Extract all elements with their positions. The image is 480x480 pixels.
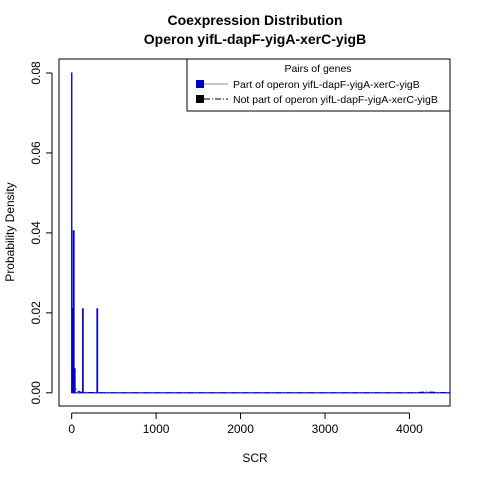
y-tick-label: 0.04 [29,221,43,245]
chart-subtitle: Operon yifL-dapF-yigA-xerC-yigB [144,31,366,47]
x-tick-label: 0 [68,422,75,436]
x-tick-label: 3000 [312,422,339,436]
y-axis-label: Probability Density [3,182,17,281]
x-axis: 0 1000 2000 3000 4000 [68,412,423,436]
legend-label-part: Part of operon yifL-dapF-yigA-xerC-yigB [233,79,420,91]
x-axis-label: SCR [242,451,268,465]
y-tick-label: 0.00 [29,381,43,405]
chart-title: Coexpression Distribution [167,12,342,28]
y-tick-label: 0.08 [29,61,43,85]
legend-label-not-part: Not part of operon yifL-dapF-yigA-xerC-y… [233,94,438,106]
legend: Pairs of genes Part of operon yifL-dapF-… [186,58,451,112]
series-line-not-part-of-operon [71,364,450,394]
x-tick-label: 4000 [396,422,423,436]
x-tick-label: 2000 [227,422,254,436]
legend-swatch-not-part [196,95,204,103]
y-tick-label: 0.02 [29,301,43,325]
legend-title: Pairs of genes [284,63,351,75]
y-axis: 0.00 0.02 0.04 0.06 0.08 [29,61,53,405]
series-line-part-of-operon [71,72,450,394]
y-tick-label: 0.06 [29,141,43,165]
series-layer [71,72,450,394]
legend-box [186,58,451,112]
legend-swatch-part [196,80,204,88]
x-tick-label: 1000 [143,422,170,436]
